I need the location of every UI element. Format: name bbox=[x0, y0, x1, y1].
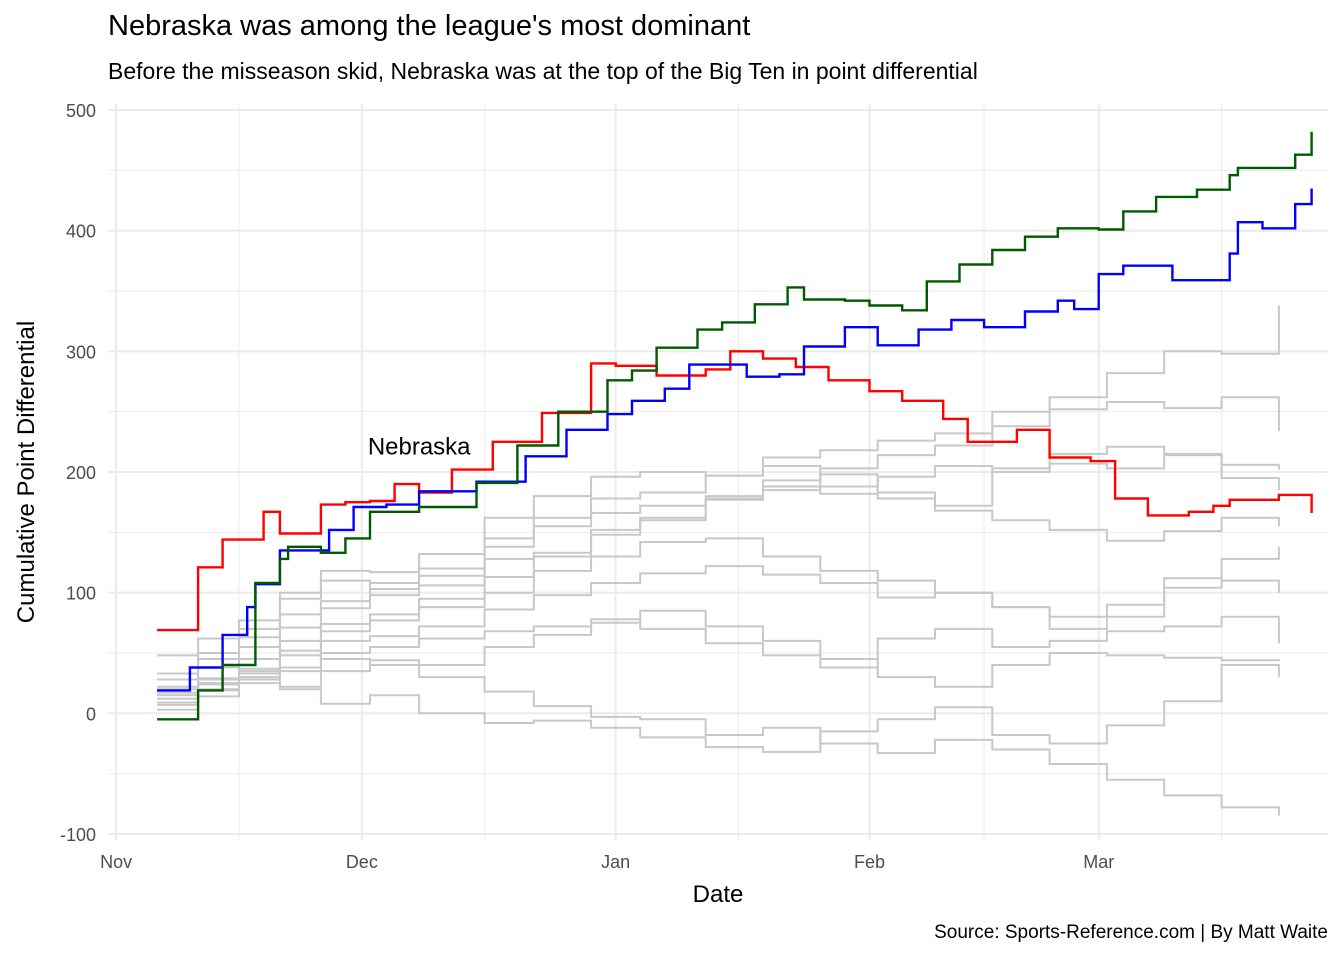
y-tick-label: -100 bbox=[60, 825, 96, 845]
y-tick-label: 300 bbox=[66, 342, 96, 362]
y-axis-title: Cumulative Point Differential bbox=[13, 321, 40, 623]
series-line-1 bbox=[157, 452, 1280, 657]
x-tick-label: Jan bbox=[601, 852, 630, 872]
nebraska-annotation: Nebraska bbox=[368, 434, 471, 461]
series-line-10 bbox=[157, 664, 1280, 753]
series-line-5 bbox=[157, 473, 1280, 694]
y-tick-label: 200 bbox=[66, 463, 96, 483]
y-tick-label: 100 bbox=[66, 584, 96, 604]
series-line-9 bbox=[157, 609, 1280, 704]
x-axis-title: Date bbox=[693, 881, 744, 908]
grid-layer bbox=[108, 104, 1328, 840]
chart-subtitle: Before the misseason skid, Nebraska was … bbox=[108, 58, 978, 84]
series-line-14 bbox=[157, 131, 1313, 721]
series-line-13 bbox=[157, 188, 1313, 692]
series-line-7 bbox=[157, 565, 1280, 706]
y-tick-label: 500 bbox=[66, 101, 96, 121]
y-tick-label: 400 bbox=[66, 222, 96, 242]
series-layer bbox=[157, 131, 1313, 816]
axis-layer: -100 0 100 200 300 400 500 Nov Dec Jan Feb Mar Nebra… bbox=[60, 101, 1114, 872]
x-tick-label: Feb bbox=[854, 852, 885, 872]
x-tick-label: Mar bbox=[1083, 852, 1114, 872]
chart-title: Nebraska was among the league's most dom… bbox=[108, 10, 751, 42]
x-tick-label: Dec bbox=[346, 852, 378, 872]
x-tick-label: Nov bbox=[100, 852, 132, 872]
series-line-2 bbox=[157, 305, 1280, 675]
series-line-6 bbox=[157, 537, 1280, 700]
series-line-12 bbox=[157, 350, 1313, 632]
series-line-11 bbox=[157, 658, 1280, 816]
chart-caption: Source: Sports-Reference.com | By Matt W… bbox=[934, 922, 1328, 943]
y-tick-label: 0 bbox=[86, 704, 96, 724]
